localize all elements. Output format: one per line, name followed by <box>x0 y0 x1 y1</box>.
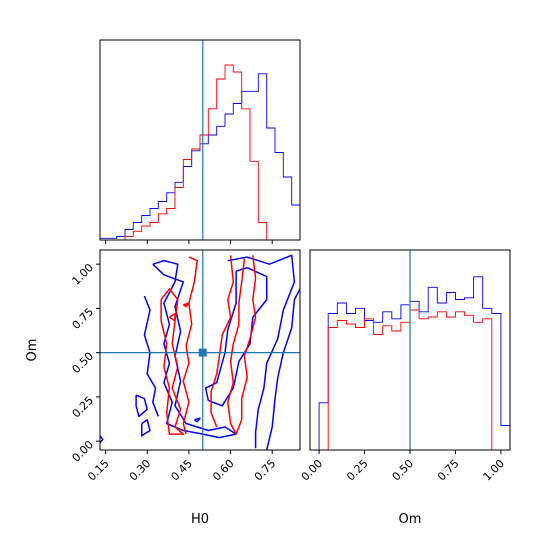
contour-line-10 <box>160 288 185 435</box>
x-tick-label: 0.60 <box>210 457 237 484</box>
contour-line-2 <box>227 254 296 449</box>
histogram-series-2 <box>100 64 300 241</box>
h0-marginal-panel <box>99 39 301 244</box>
y-axis-label-om: Om <box>25 339 40 362</box>
contour-line-3 <box>204 266 268 407</box>
truth-marker <box>198 348 207 357</box>
y-tick-label: 0.75 <box>70 305 97 332</box>
panel-frame <box>99 39 301 241</box>
contour-line-14 <box>235 255 257 435</box>
x-tick-label: 0.15 <box>85 457 112 484</box>
y-tick-label: 0.25 <box>70 394 97 421</box>
y-tick-label: 1.00 <box>70 261 97 288</box>
x-tick-label: 0.75 <box>435 457 462 484</box>
contour-line-7 <box>140 419 151 437</box>
contour-line-12 <box>210 255 235 428</box>
x-tick-label: 1.00 <box>481 457 508 484</box>
x-axis-label-om: Om <box>399 512 422 527</box>
contour-line-4 <box>265 288 300 450</box>
y-tick-label: 0.50 <box>70 350 97 377</box>
x-tick-label: 0.00 <box>299 457 326 484</box>
om-marginal-panel: 0.00 0.25 0.50 0.75 1.00 Om <box>299 249 511 527</box>
x-tick-label: 0.75 <box>252 457 279 484</box>
histogram-series-1 <box>99 73 301 240</box>
contour-line-11 <box>182 256 198 435</box>
contour-line-9 <box>193 417 201 423</box>
x-tick-label: 0.45 <box>168 457 195 484</box>
y-tick-label: 0.00 <box>70 438 97 465</box>
contour-group <box>100 254 300 450</box>
x-tick-label: 0.30 <box>127 457 154 484</box>
h0-om-joint-panel: 0.15 0.30 0.45 0.60 0.75 0.00 0.25 0.50 0.75 1.00… <box>25 249 301 527</box>
contour-line-15 <box>182 302 190 308</box>
contour-line-6 <box>135 394 148 418</box>
x-tick-label: 0.50 <box>390 457 417 484</box>
contour-line-8 <box>100 435 104 444</box>
panel-frame <box>99 249 301 451</box>
contour-line-5 <box>143 295 159 417</box>
x-tick-label: 0.25 <box>344 457 371 484</box>
x-axis-label-h0: H0 <box>191 512 209 527</box>
contour-line-1 <box>152 259 237 439</box>
contour-line-16 <box>168 312 176 322</box>
